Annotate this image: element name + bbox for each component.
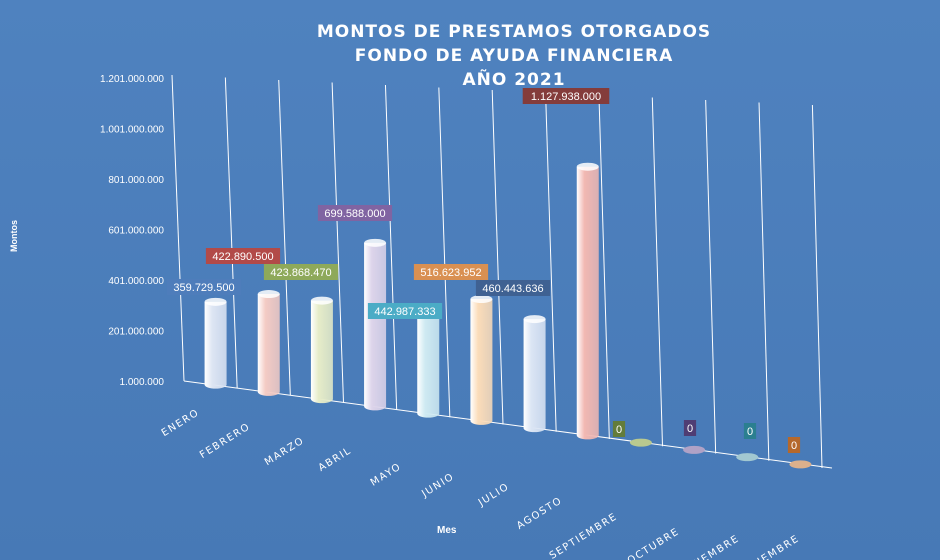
grid-line (598, 94, 610, 440)
x-tick-label: ABRIL (317, 445, 354, 474)
data-label: 0 (616, 424, 622, 436)
bar-top (310, 296, 333, 305)
y-tick-label: 801.000.000 (108, 175, 164, 186)
bar-top (364, 238, 387, 247)
data-label: 359.729.500 (173, 282, 234, 294)
data-label: 516.623.952 (420, 267, 481, 279)
grid-line (278, 79, 291, 396)
data-label-box (166, 279, 242, 295)
y-tick-label: 1.000.000 (120, 377, 165, 388)
grid-line (545, 92, 557, 432)
bar-junio (470, 299, 493, 425)
floor-line (183, 380, 833, 469)
bar-top (204, 297, 227, 306)
data-label: 0 (747, 426, 753, 438)
data-label: 423.868.470 (270, 267, 331, 279)
y-tick-label: 601.000.000 (108, 226, 164, 237)
data-label-box (205, 248, 281, 264)
grid-line (758, 102, 770, 461)
bar-marzo (310, 300, 333, 404)
grid-line (438, 87, 451, 418)
bar-septiembre (629, 438, 652, 447)
data-label-box (475, 280, 551, 296)
bar-mayo (417, 309, 440, 418)
data-label-box (317, 205, 393, 221)
bar-diciembre (789, 460, 812, 469)
data-label-box (522, 88, 610, 104)
data-label: 422.890.500 (212, 251, 273, 263)
grid-line (811, 104, 823, 469)
data-label: 0 (791, 440, 797, 452)
data-label: 699.588.000 (324, 208, 385, 220)
bar-top (576, 162, 599, 171)
x-tick-label: MAYO (369, 461, 404, 488)
grid-line (651, 97, 663, 447)
bar-octubre (683, 445, 706, 454)
bar-noviembre (736, 453, 759, 462)
x-axis-label: Mes (437, 525, 457, 536)
bar-enero (204, 301, 227, 389)
x-tick-label: DICIEMBRE (737, 533, 801, 560)
bar-febrero (257, 294, 280, 396)
grid-line (705, 99, 717, 454)
chart-title-line-3: AÑO 2021 (462, 70, 566, 90)
x-tick-label: JULIO (476, 481, 512, 509)
data-label: 1.127.938.000 (531, 91, 601, 103)
data-label-box (413, 264, 489, 280)
bar-julio (523, 319, 546, 433)
grid-line (491, 89, 504, 425)
data-label-box (787, 437, 801, 453)
data-label-box (612, 421, 626, 437)
chart-title-line-1: MONTOS DE PRESTAMOS OTORGADOS (316, 22, 712, 42)
grid-line (171, 74, 185, 382)
y-tick-label: 1.201.000.000 (100, 74, 164, 85)
bar-top (523, 315, 546, 324)
y-tick-label: 401.000.000 (108, 276, 164, 287)
data-label-box (743, 423, 757, 439)
bar-top (257, 290, 280, 299)
x-tick-label: JUNIO (419, 471, 456, 500)
x-tick-label: MARZO (263, 435, 307, 468)
data-label: 0 (687, 423, 693, 435)
grid-line (224, 77, 238, 389)
bar-abril (364, 242, 387, 411)
y-tick-label: 1.001.000.000 (100, 125, 164, 136)
x-tick-label: SEPTIEMBRE (548, 511, 620, 560)
x-tick-label: ENERO (160, 407, 202, 439)
grid-line (384, 84, 398, 411)
data-label-box (263, 264, 339, 280)
data-label-box (367, 303, 443, 319)
bar-agosto (576, 166, 599, 440)
data-label: 442.987.333 (374, 306, 435, 318)
x-tick-label: OCTUBRE (626, 526, 682, 560)
grid-line (331, 82, 344, 403)
x-tick-label: FEBRERO (198, 421, 253, 461)
bar-top (470, 295, 493, 304)
data-label: 460.443.636 (482, 283, 543, 295)
x-tick-label: AGOSTO (515, 495, 565, 532)
x-tick-label: NOVIEMBRE (673, 533, 741, 560)
data-label-box (683, 420, 697, 436)
chart-title-line-2: FONDO DE AYUDA FINANCIERA (354, 46, 674, 66)
y-tick-label: 201.000.000 (108, 327, 164, 338)
